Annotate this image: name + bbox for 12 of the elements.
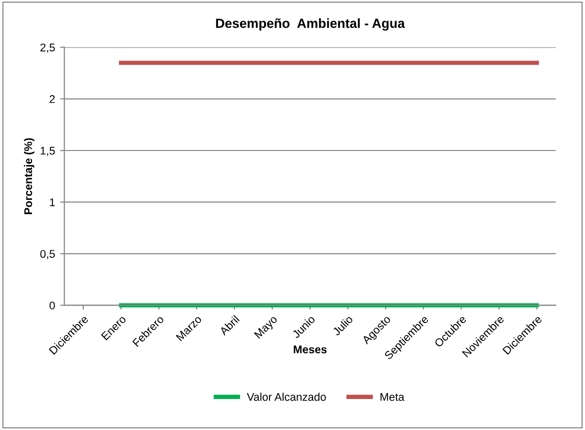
y-tick-label: 0,5 — [40, 250, 55, 260]
y-tick-label: 1,5 — [40, 146, 55, 156]
chart-title: Desempeño Ambiental - Agua — [216, 18, 405, 31]
y-tick-label: 2 — [50, 95, 55, 103]
legend-label: Valor Alcanzado — [246, 392, 326, 401]
y-tick-label: 1 — [50, 198, 55, 206]
legend-label: Meta — [380, 393, 404, 401]
y-axis-title: Porcentaje (%) — [24, 138, 34, 214]
x-axis-title: Meses — [294, 346, 327, 354]
y-tick-label: 2,5 — [40, 44, 55, 53]
x-tick-label: Julio — [332, 314, 354, 336]
y-tick-label: 0 — [50, 302, 55, 310]
